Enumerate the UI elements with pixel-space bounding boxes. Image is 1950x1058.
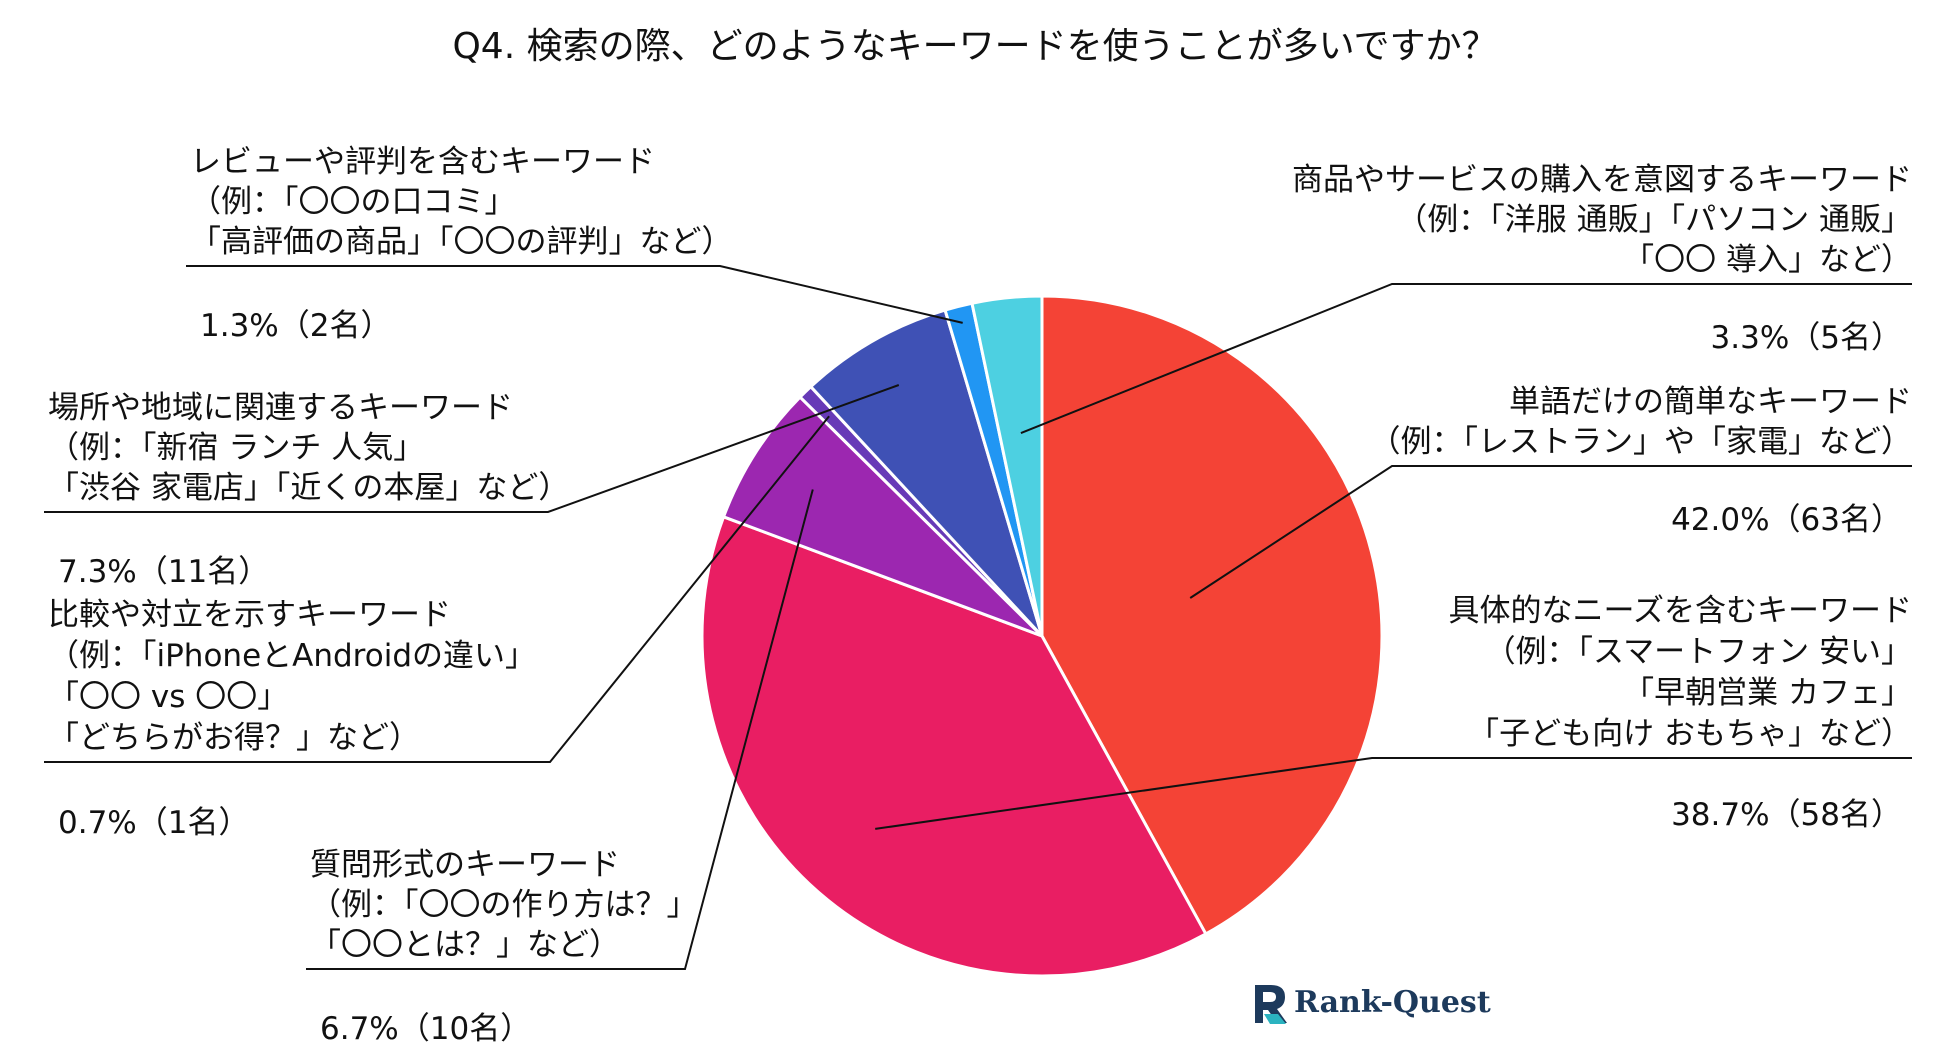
slice-label-line: レビューや評判を含むキーワード bbox=[190, 144, 655, 180]
slice-value-label: 6.7%（10名） bbox=[320, 1011, 531, 1047]
slice-value-label: 3.3%（5名） bbox=[1711, 320, 1902, 356]
pie-slice-6 bbox=[970, 294, 1044, 637]
leader-line-6 bbox=[1020, 283, 1912, 435]
slice-label-line: 「高評価の商品」「〇〇の評判」など） bbox=[190, 224, 733, 260]
slice-value-label: 42.0%（63名） bbox=[1671, 502, 1902, 538]
slice-label-2: 質問形式のキーワード （例：「〇〇の作り方は？」「〇〇とは？」など） 6.7%（10… bbox=[310, 847, 698, 1047]
slice-label-line: 「渋谷 家電店」「近くの本屋」など） bbox=[48, 470, 569, 506]
slice-label-6: 商品やサービスの購入を意図するキーワード （例：「洋服 通販」「パソコン 通販」「… bbox=[1292, 162, 1912, 356]
leader-line-1 bbox=[875, 757, 1912, 830]
slice-label-line: 商品やサービスの購入を意図するキーワード bbox=[1292, 162, 1912, 198]
slice-label-line: （例：「レストラン」や「家電」など） bbox=[1370, 424, 1913, 460]
slice-label-1: 具体的なニーズを含むキーワード （例：「スマートフォン 安い」「早朝営業 カフェ」… bbox=[1449, 593, 1912, 833]
slice-label-line: 「〇〇 vs 〇〇」 bbox=[48, 679, 288, 715]
slice-label-line: 場所や地域に関連するキーワード bbox=[48, 390, 513, 426]
pie-slice-4 bbox=[808, 308, 1044, 638]
leader-line-3 bbox=[44, 415, 830, 763]
slice-label-line: 具体的なニーズを含むキーワード bbox=[1449, 593, 1912, 629]
leader-lines bbox=[44, 265, 1912, 970]
slice-label-line: （例：「洋服 通販」「パソコン 通販」 bbox=[1396, 202, 1912, 238]
leader-line-0 bbox=[1189, 465, 1912, 599]
slice-label-4: 場所や地域に関連するキーワード （例：「新宿 ランチ 人気」「渋谷 家電店」「近く… bbox=[48, 390, 569, 590]
logo-text: Rank-Quest bbox=[1294, 985, 1491, 1020]
slice-label-line: 比較や対立を示すキーワード bbox=[48, 597, 451, 633]
slice-label-5: レビューや評判を含むキーワード （例：「〇〇の口コミ」「高評価の商品」「〇〇の評判… bbox=[190, 144, 733, 344]
slice-label-line: 「どちらがお得？」など） bbox=[48, 720, 420, 756]
rank-quest-logo-icon bbox=[1255, 985, 1287, 1024]
pie-slice-2 bbox=[721, 394, 1044, 638]
slice-label-line: 質問形式のキーワード bbox=[310, 847, 620, 883]
slice-label-line: 「〇〇とは？」など） bbox=[310, 927, 620, 963]
pie-slices bbox=[700, 294, 1384, 978]
pie-slice-1 bbox=[700, 514, 1208, 978]
leader-line-4 bbox=[44, 384, 900, 513]
slice-labels: 単語だけの簡単なキーワード （例：「レストラン」や「家電」など） 42.0%（63名… bbox=[48, 144, 1912, 1047]
slice-label-line: （例：「スマートフォン 安い」 bbox=[1485, 634, 1912, 670]
slice-value-label: 7.3%（11名） bbox=[58, 554, 269, 590]
rank-quest-logo: Rank-Quest bbox=[1255, 985, 1491, 1024]
chart-title: Q4. 検索の際、どのようなキーワードを使うことが多いですか？ bbox=[452, 26, 1497, 67]
slice-label-line: （例：「〇〇の口コミ」 bbox=[190, 184, 516, 220]
slice-label-line: （例：「iPhoneとAndroidの違い」 bbox=[48, 638, 536, 674]
slice-label-line: （例：「〇〇の作り方は？」 bbox=[310, 887, 698, 923]
slice-label-line: （例：「新宿 ランチ 人気」 bbox=[48, 430, 424, 466]
slice-label-line: 「〇〇 導入」など） bbox=[1623, 242, 1912, 278]
slice-label-0: 単語だけの簡単なキーワード （例：「レストラン」や「家電」など） 42.0%（63名… bbox=[1370, 384, 1913, 538]
slice-value-label: 1.3%（2名） bbox=[200, 308, 391, 344]
slice-label-line: 「早朝営業 カフェ」 bbox=[1623, 675, 1912, 711]
leader-line-2 bbox=[306, 489, 814, 970]
pie-slice-0 bbox=[1040, 294, 1384, 936]
slice-label-3: 比較や対立を示すキーワード （例：「iPhoneとAndroidの違い」「〇〇 v… bbox=[48, 597, 536, 841]
slice-label-line: 単語だけの簡単なキーワード bbox=[1509, 384, 1912, 420]
leader-line-5 bbox=[186, 265, 963, 324]
slice-value-label: 38.7%（58名） bbox=[1671, 797, 1902, 833]
slice-label-line: 「子ども向け おもちゃ」など） bbox=[1468, 716, 1912, 752]
slice-value-label: 0.7%（1名） bbox=[58, 805, 249, 841]
